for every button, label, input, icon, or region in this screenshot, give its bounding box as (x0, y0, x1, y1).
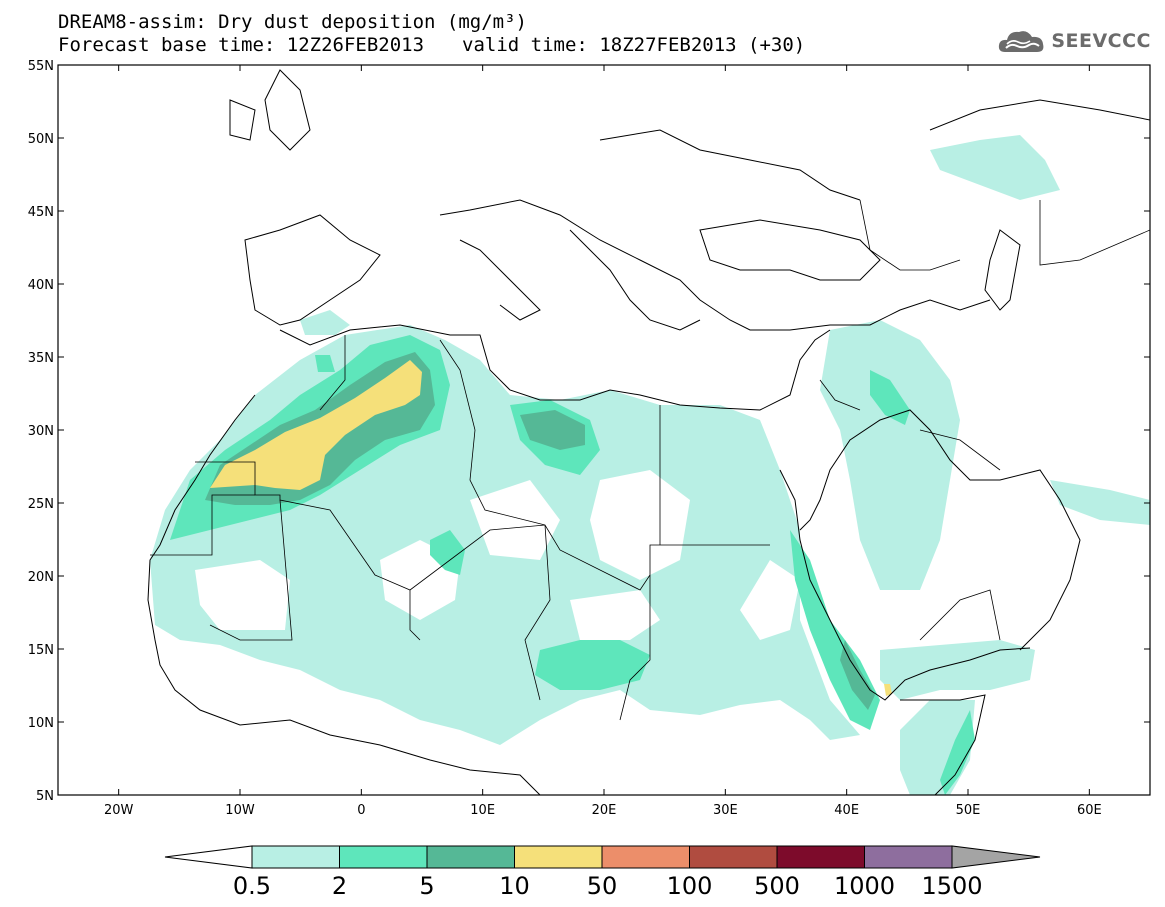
map-subtitle: Forecast base time: 12Z26FEB2013 valid ti… (58, 34, 805, 56)
country-borders (150, 199, 1150, 721)
dust-level-10 (210, 360, 892, 696)
lon-tick-label: 20W (104, 803, 134, 818)
colorbar-box (776, 845, 865, 869)
lat-tick-label: 25N (28, 497, 54, 512)
coastlines (147, 69, 1150, 795)
valid-time: valid time: 18Z27FEB2013 (+30) (462, 34, 806, 56)
colorbar-box (689, 845, 778, 869)
lat-tick-label: 30N (28, 424, 54, 439)
lon-axis: 20W 10W 0 10E 20E 30E 40E 50E 60E (104, 65, 1102, 818)
colorbar-level-label: 2 (332, 872, 347, 900)
colorbar-level-label: 5 (419, 872, 434, 900)
colorbar-box (251, 845, 340, 869)
lon-tick-label: 60E (1077, 803, 1102, 818)
colorbar-low-triangle (164, 845, 253, 869)
colorbar-high-triangle (951, 845, 1041, 869)
colorbar-level-label: 50 (587, 872, 618, 900)
lon-tick-label: 50E (956, 803, 981, 818)
lat-tick-label: 5N (36, 789, 54, 804)
colorbar-level-label: 500 (754, 872, 800, 900)
colorbar: 0.5 2 5 10 50 100 500 1000 1500 (164, 845, 1041, 900)
lon-tick-label: 0 (357, 803, 365, 818)
lat-tick-label: 35N (28, 351, 54, 366)
logo-text: SEEVCCC (1051, 30, 1151, 52)
seevccc-logo: SEEVCCC (997, 26, 1151, 56)
lat-tick-label: 15N (28, 643, 54, 658)
colorbar-box (426, 845, 515, 869)
colorbar-level-label: 100 (667, 872, 713, 900)
colorbar-level-label: 0.5 (233, 872, 271, 900)
lon-tick-label: 30E (713, 803, 738, 818)
lon-tick-label: 20E (592, 803, 617, 818)
cloud-icon (999, 31, 1044, 52)
colorbar-box (339, 845, 428, 869)
lat-tick-label: 45N (28, 205, 54, 220)
lat-tick-label: 55N (28, 59, 54, 74)
colorbar-box (514, 845, 603, 869)
map-title: DREAM8-assim: Dry dust deposition (mg/m³… (58, 11, 527, 33)
colorbar-level-label: 1000 (834, 872, 895, 900)
lon-tick-label: 40E (834, 803, 859, 818)
lon-tick-label: 10W (225, 803, 255, 818)
base-time: Forecast base time: 12Z26FEB2013 (58, 34, 425, 56)
colorbar-box (864, 845, 953, 869)
colorbar-level-label: 10 (499, 872, 530, 900)
lat-tick-label: 40N (28, 278, 54, 293)
lat-tick-label: 20N (28, 570, 54, 585)
lat-axis: 55N 50N 45N 40N 35N 30N 25N 20N 15N 10N 5N (28, 59, 1150, 804)
colorbar-box (601, 845, 690, 869)
colorbar-level-label: 1500 (921, 872, 982, 900)
lat-tick-label: 10N (28, 716, 54, 731)
dust-gaps (195, 470, 800, 640)
lon-tick-label: 10E (470, 803, 495, 818)
lat-tick-label: 50N (28, 132, 54, 147)
dust-fields (150, 135, 1150, 795)
